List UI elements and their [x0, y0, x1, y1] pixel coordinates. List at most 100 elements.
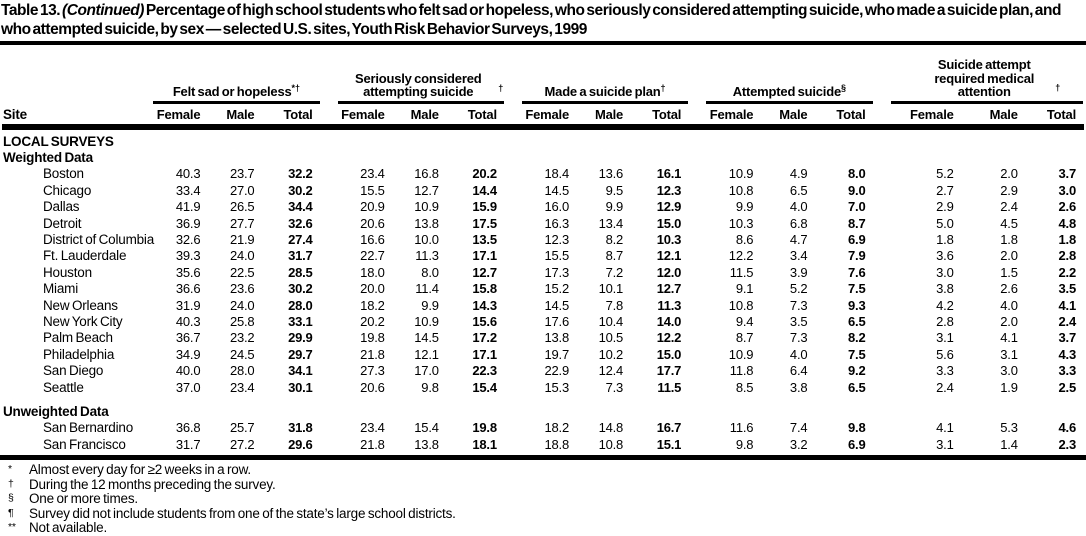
column-spacer — [689, 363, 705, 379]
female-value: 33.4 — [175, 182, 201, 198]
column-spacer — [689, 265, 705, 281]
section-heading-row: Weighted Data — [2, 150, 1084, 166]
male-value: 1.9 — [1000, 379, 1018, 395]
table-row: New Orleans 31.9 24.0 28.0 18.2 9.9 14.3 14.5 7.… — [2, 298, 1084, 314]
column-spacer — [689, 347, 705, 363]
male-value: 17.0 — [414, 363, 439, 379]
total-value: 11.5 — [657, 379, 682, 395]
total-value: 3.0 — [1058, 182, 1077, 198]
male-value: 13.8 — [414, 436, 439, 452]
female-value: 34.9 — [175, 346, 201, 362]
female-value: 10.9 — [728, 346, 754, 362]
site-name: Palm Beach — [43, 330, 113, 346]
column-spacer — [321, 347, 337, 363]
total-value: 17.7 — [656, 363, 682, 379]
male-value: 10.2 — [598, 346, 624, 362]
footnote-marker: ** — [8, 521, 16, 534]
female-value: 11.8 — [729, 363, 754, 379]
title-divider-rule — [0, 41, 1086, 45]
male-value: 13.4 — [598, 215, 624, 231]
column-spacer — [321, 330, 337, 346]
female-value: 36.7 — [175, 330, 201, 346]
male-value: 2.0 — [1000, 166, 1018, 182]
total-value: 9.3 — [848, 297, 866, 313]
subheader-total: Total — [446, 103, 505, 130]
column-spacer — [874, 314, 890, 330]
total-value: 17.1 — [472, 248, 497, 264]
male-value: 3.8 — [789, 379, 808, 395]
site-name: Miami — [43, 281, 78, 297]
male-value: 10.5 — [598, 330, 624, 346]
female-value: 14.5 — [544, 182, 569, 198]
column-spacer — [505, 281, 521, 297]
female-value: 40.3 — [175, 166, 201, 182]
total-value: 11.3 — [657, 297, 682, 313]
column-spacer — [505, 298, 521, 314]
column-spacer — [874, 347, 890, 363]
female-value: 12.3 — [544, 231, 569, 247]
male-value: 27.0 — [229, 182, 255, 198]
site-column-header: Site — [2, 45, 153, 130]
male-value: 28.0 — [229, 363, 255, 379]
female-value: 9.9 — [735, 199, 754, 215]
column-spacer — [505, 248, 521, 264]
table-row: San Diego 40.0 28.0 34.1 27.3 17.0 22.3 22.9 12.… — [2, 363, 1084, 379]
male-value: 2.4 — [1000, 199, 1018, 215]
female-value: 18.4 — [544, 166, 569, 182]
site-name: San Bernardino — [43, 420, 134, 436]
female-value: 22.9 — [544, 363, 569, 379]
total-value: 15.4 — [472, 379, 497, 395]
table-caption: Percentage of high school students who f… — [1, 2, 1062, 38]
total-value: 29.6 — [288, 436, 313, 452]
column-spacer — [505, 232, 521, 248]
female-value: 16.3 — [544, 215, 569, 231]
table-number: Table 13. — [1, 2, 61, 19]
female-value: 9.4 — [735, 313, 754, 329]
section-heading: Weighted Data — [3, 149, 93, 165]
male-value: 3.9 — [789, 264, 808, 280]
female-value: 5.6 — [936, 346, 954, 362]
footer-divider-rule — [0, 455, 1086, 461]
female-value: 36.9 — [175, 215, 201, 231]
total-value: 13.5 — [472, 231, 497, 247]
male-value: 5.3 — [1000, 420, 1018, 436]
total-value: 7.0 — [848, 199, 866, 215]
total-value: 12.9 — [656, 199, 682, 215]
female-value: 18.0 — [360, 264, 385, 280]
female-value: 16.0 — [544, 199, 569, 215]
female-value: 15.5 — [360, 182, 385, 198]
total-value: 8.2 — [848, 330, 866, 346]
site-name: Seattle — [43, 379, 84, 395]
female-value: 10.8 — [728, 297, 754, 313]
female-value: 27.3 — [360, 363, 385, 379]
total-value: 15.0 — [656, 346, 682, 362]
table-row: Palm Beach 36.7 23.2 29.9 19.8 14.5 17.2 13.8 10… — [2, 330, 1084, 346]
column-spacer — [689, 45, 706, 130]
total-value: 6.9 — [848, 436, 866, 452]
female-value: 19.8 — [360, 330, 385, 346]
table-row: Ft. Lauderdale 39.3 24.0 31.7 22.7 11.3 17.1 15… — [2, 248, 1084, 264]
female-value: 5.0 — [936, 215, 954, 231]
column-spacer — [874, 166, 890, 182]
subheader-male: Male — [392, 103, 447, 130]
column-spacer — [321, 166, 337, 182]
male-value: 2.9 — [1000, 182, 1018, 198]
continued-label: (Continued) — [62, 2, 144, 19]
male-value: 27.2 — [229, 436, 255, 452]
table-header: Site Felt sad or hopeless*† Seriously co… — [2, 45, 1084, 130]
male-value: 4.1 — [1000, 330, 1018, 346]
male-value: 27.7 — [229, 215, 255, 231]
male-value: 21.9 — [229, 231, 255, 247]
column-spacer — [874, 380, 890, 396]
male-value: 23.2 — [229, 330, 255, 346]
section-heading: LOCAL SURVEYS — [3, 133, 114, 149]
footnote-text: During the 12 months preceding the surve… — [29, 476, 276, 492]
footnote-text: Survey did not include students from one… — [29, 505, 456, 521]
column-spacer — [505, 166, 521, 182]
table-row: Seattle 37.0 23.4 30.1 20.6 9.8 15.4 15.3 7.3 11.… — [2, 380, 1084, 396]
table-row: San Bernardino 36.8 25.7 31.8 23.4 15.4 19.8 18… — [2, 420, 1084, 436]
column-spacer — [689, 216, 705, 232]
female-value: 36.6 — [175, 281, 201, 297]
male-value: 10.1 — [598, 281, 624, 297]
female-value: 11.5 — [729, 264, 754, 280]
